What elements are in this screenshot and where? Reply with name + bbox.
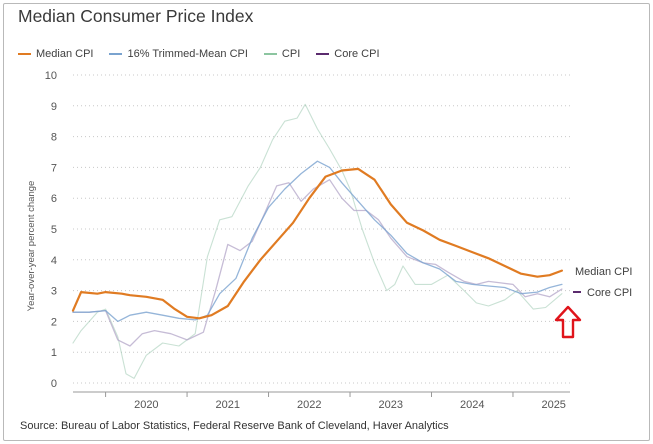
legend-item-median-cpi[interactable]: Median CPI: [18, 48, 93, 60]
series-lines: [71, 103, 563, 379]
y-tick-label: 0: [51, 378, 57, 390]
legend-label-cpi: CPI: [281, 48, 301, 60]
legend-item-trimmed-mean-cpi[interactable]: 16% Trimmed-Mean CPI: [109, 48, 248, 60]
legend-swatch-trimmed-mean-cpi: [109, 53, 123, 55]
legend-item-core-cpi[interactable]: Core CPI: [316, 48, 380, 60]
y-tick-label: 2: [51, 316, 57, 328]
y-axis-ticks: 0 1 2 3 4 5 6 7 8 9 10: [45, 70, 57, 390]
x-tick-label: 2020: [134, 399, 158, 411]
y-tick-label: 7: [51, 162, 57, 174]
series-line-16-trimmed-mean-cpi: [72, 160, 563, 323]
y-tick-label: 6: [51, 193, 57, 205]
y-tick-label: 10: [45, 70, 57, 82]
y-tick-label: 3: [51, 286, 57, 298]
y-axis-label: Year-over-year percent change: [26, 181, 37, 312]
legend-swatch-cpi: [263, 53, 277, 55]
legend-swatch-median-cpi: [18, 53, 31, 55]
series-line-median-cpi: [71, 167, 563, 320]
legend: Median CPI 16% Trimmed-Mean CPI CPI Core…: [18, 48, 396, 60]
end-label-core-cpi: Core CPI: [587, 287, 632, 299]
end-label-median-cpi: Median CPI: [575, 266, 632, 278]
y-tick-label: 8: [51, 132, 57, 144]
y-tick-label: 4: [51, 255, 57, 267]
y-tick-label: 1: [51, 347, 57, 359]
gridlines: [73, 74, 570, 384]
legend-label-median-cpi: Median CPI: [36, 48, 94, 60]
source-note: Source: Bureau of Labor Statistics, Fede…: [20, 420, 449, 432]
series-line-cpi: [72, 103, 563, 379]
x-axis: 2020 2021 2022 2023 2024 2025: [73, 391, 570, 411]
y-tick-label: 9: [51, 101, 57, 113]
red-arrow-annotation: [554, 305, 582, 339]
x-tick-label: 2024: [460, 399, 484, 411]
legend-item-cpi[interactable]: CPI: [263, 48, 301, 60]
chart-frame: [3, 3, 650, 441]
chart-title: Median Consumer Price Index: [18, 6, 254, 26]
legend-swatch-core-cpi: [316, 53, 330, 55]
x-tick-label: 2022: [297, 399, 321, 411]
legend-label-trimmed-mean-cpi: 16% Trimmed-Mean CPI: [127, 48, 248, 60]
x-tick-label: 2021: [216, 399, 240, 411]
y-tick-label: 5: [51, 224, 57, 236]
legend-label-core-cpi: Core CPI: [334, 48, 380, 60]
series-line-core-cpi: [72, 179, 563, 347]
x-tick-label: 2023: [379, 399, 403, 411]
x-tick-label: 2025: [541, 399, 565, 411]
